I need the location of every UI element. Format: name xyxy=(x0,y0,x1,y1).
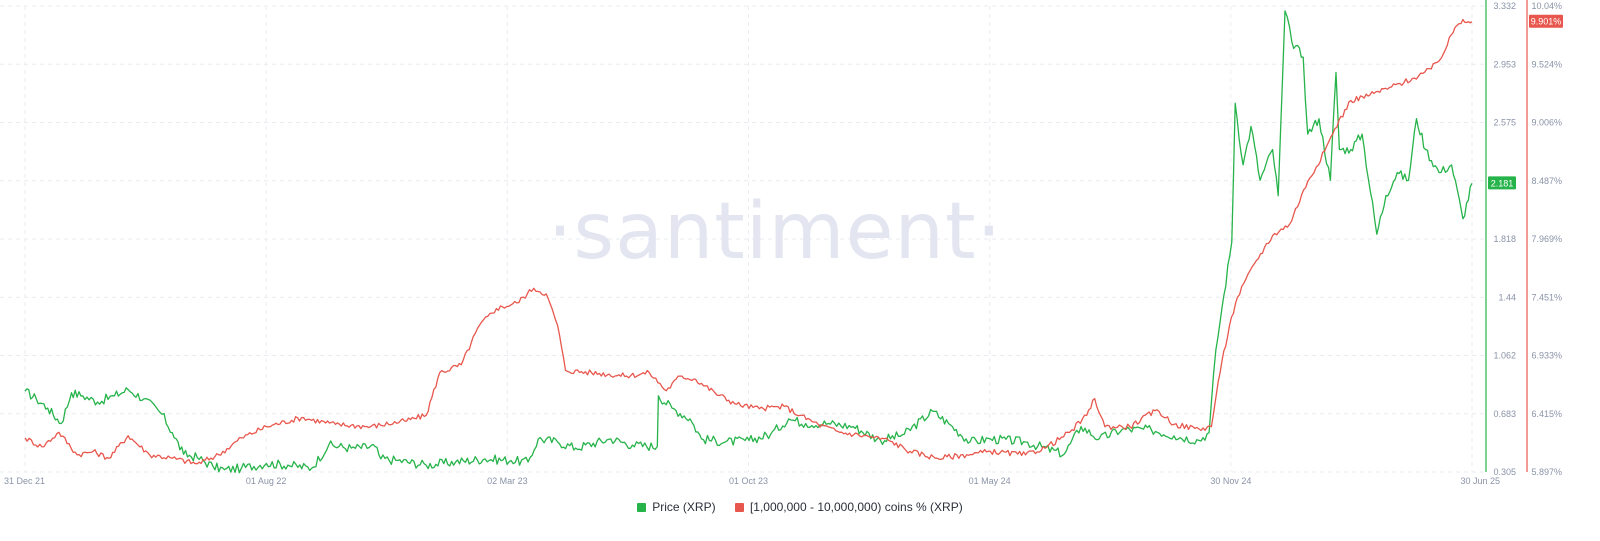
y-right-tick-label: 7.969% xyxy=(1531,234,1562,244)
legend-swatch-price xyxy=(637,502,647,512)
last-value-badge-price xyxy=(1488,176,1516,190)
y-left-tick-label: 3.332 xyxy=(1493,1,1516,11)
x-tick-label: 30 Jun 25 xyxy=(1460,476,1500,486)
y-right-tick-label: 5.897% xyxy=(1531,467,1562,477)
legend-item-holders[interactable]: [1,000,000 - 10,000,000) coins % (XRP) xyxy=(734,500,963,514)
y-right-tick-label: 9.524% xyxy=(1531,59,1562,69)
y-right-tick-label: 7.451% xyxy=(1531,292,1562,302)
last-value-label-price: 2.181 xyxy=(1491,178,1514,188)
santiment-watermark: ·santiment· xyxy=(548,187,1003,277)
x-tick-label: 02 Mar 23 xyxy=(487,476,528,486)
series-line-price xyxy=(24,10,1473,474)
y-left-tick-label: 0.683 xyxy=(1493,409,1516,419)
y-left-tick-label: 2.953 xyxy=(1493,59,1516,69)
legend-label-holders: [1,000,000 - 10,000,000) coins % (XRP) xyxy=(749,500,963,514)
axes xyxy=(1485,0,1528,472)
y-left-tick-label: 2.575 xyxy=(1493,118,1516,128)
x-tick-label: 01 Oct 23 xyxy=(729,476,768,486)
series-line-holders xyxy=(24,18,1473,465)
x-tick-label: 01 Aug 22 xyxy=(246,476,287,486)
y-right-tick-label: 6.415% xyxy=(1531,409,1562,419)
grid-lines xyxy=(0,5,1485,473)
series-layer xyxy=(24,10,1473,474)
y-left-tick-label: 1.062 xyxy=(1493,351,1516,361)
y-right-tick-label: 10.04% xyxy=(1531,1,1562,11)
x-tick-label: 01 May 24 xyxy=(969,476,1011,486)
x-tick-label: 30 Nov 24 xyxy=(1210,476,1251,486)
last-value-badges: 2.181 9.901% xyxy=(1488,14,1563,190)
y-right-tick-label: 9.006% xyxy=(1531,118,1562,128)
y-left-tick-label: 1.44 xyxy=(1498,292,1516,302)
legend: Price (XRP) [1,000,000 - 10,000,000) coi… xyxy=(0,500,1600,515)
y-left-tick-label: 1.818 xyxy=(1493,234,1516,244)
y-right-tick-label: 6.933% xyxy=(1531,351,1562,361)
y-left-tick-label: 0.305 xyxy=(1493,467,1516,477)
legend-item-price[interactable]: Price (XRP) xyxy=(637,500,716,514)
x-tick-label: 31 Dec 21 xyxy=(4,476,45,486)
chart-area: ·santiment· 3.332 10.04% 2.953 9.524% 2.575 9… xyxy=(0,0,1563,486)
last-value-badge-holders xyxy=(1529,14,1563,28)
legend-swatch-holders xyxy=(734,502,744,512)
y-right-tick-label: 8.487% xyxy=(1531,176,1562,186)
legend-label-price: Price (XRP) xyxy=(652,500,716,514)
last-value-label-holders: 9.901% xyxy=(1531,17,1562,27)
